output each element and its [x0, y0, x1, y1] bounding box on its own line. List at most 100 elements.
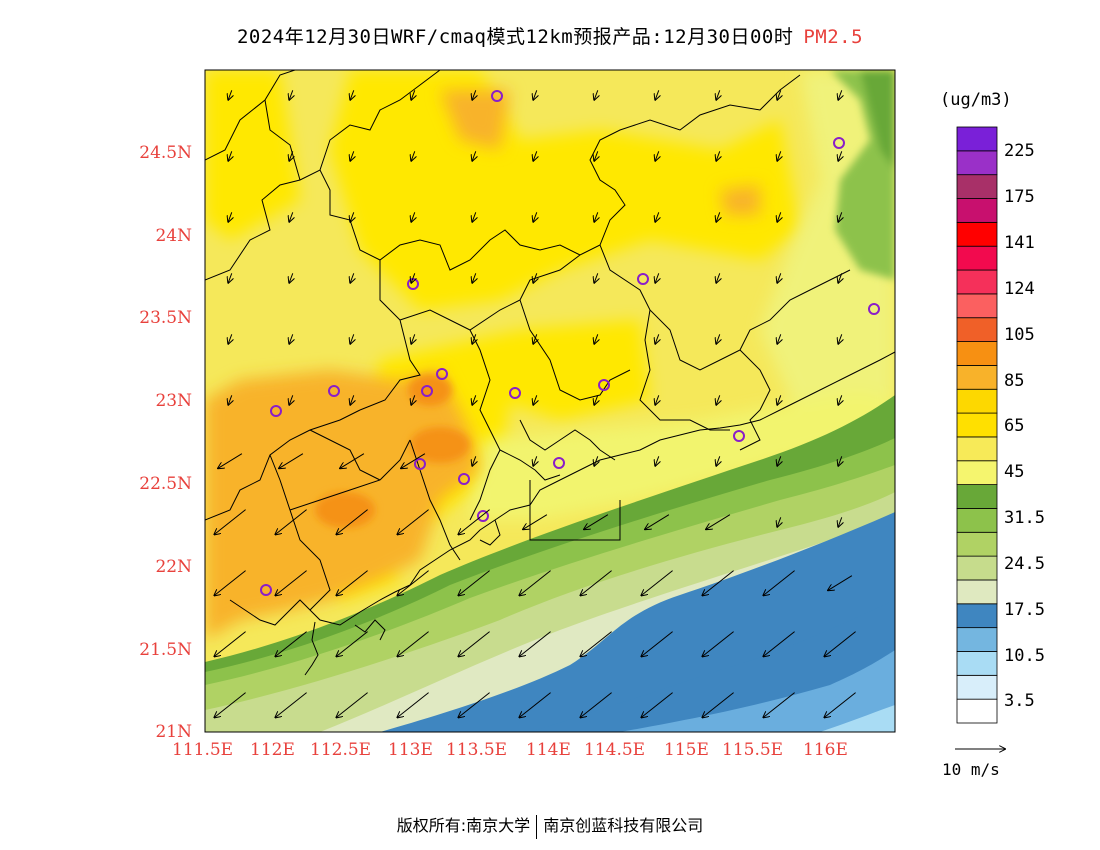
wind-vector: [777, 334, 781, 343]
wind-vector: [228, 212, 232, 221]
wind-vector: [645, 514, 670, 530]
colorbar-box: [956, 460, 998, 486]
wind-vector: [716, 273, 720, 282]
colorbar-box: [956, 174, 998, 199]
footer-copyright: 版权所有:南京大学: [396, 816, 531, 835]
wind-vector: [655, 212, 659, 221]
colorbar-box: [956, 508, 998, 533]
wind-vector: [397, 631, 429, 657]
boundary-lines: [205, 70, 895, 676]
wind-vector: [824, 631, 856, 657]
colorbar-box: [956, 412, 998, 438]
colorbar-unit: (ug/m3): [940, 90, 1012, 110]
wind-vector: [336, 692, 368, 718]
wind-vectors: [214, 90, 856, 718]
colorbar: [956, 126, 998, 724]
monitoring-site: [868, 303, 880, 315]
wind-vector: [655, 151, 659, 160]
wind-vector: [289, 212, 293, 221]
title-main: 2024年12月30日WRF/cmaq模式12km预报产品:12月30日00时: [236, 26, 794, 48]
wind-vector: [533, 212, 537, 221]
wind-vector: [350, 273, 354, 282]
monitoring-site: [328, 385, 340, 397]
wind-vector: [706, 514, 731, 530]
wind-vector: [523, 514, 548, 530]
wind-vector: [289, 273, 293, 282]
wind-vector: [777, 395, 781, 404]
wind-vector: [580, 570, 612, 596]
wind-vector: [702, 570, 734, 596]
colorbar-box: [956, 269, 998, 295]
wind-vector: [594, 273, 598, 282]
lat-tick-label: 23N: [155, 391, 192, 411]
lon-tick-label: 113E: [388, 740, 433, 760]
colorbar-label: 225: [1004, 141, 1035, 161]
lat-tick-label: 22N: [155, 557, 192, 577]
monitoring-site: [260, 584, 272, 596]
wind-vector: [533, 334, 537, 343]
lon-tick-label: 115.5E: [722, 740, 784, 760]
monitoring-site: [477, 510, 489, 522]
wind-vector: [655, 273, 659, 282]
wind-vector: [763, 631, 795, 657]
colorbar-box: [956, 221, 998, 247]
wind-vector: [716, 90, 720, 99]
colorbar-box: [956, 603, 998, 629]
wind-vector: [411, 212, 415, 221]
wind-vector: [594, 212, 598, 221]
footer-divider: [536, 814, 538, 839]
colorbar-box: [956, 198, 998, 223]
wind-vector: [214, 631, 246, 657]
colorbar-box: [956, 364, 998, 390]
wind-vector: [838, 334, 842, 343]
colorbar-box: [956, 579, 998, 605]
wind-vector: [397, 692, 429, 718]
monitoring-site: [270, 405, 282, 417]
monitoring-site: [436, 368, 448, 380]
colorbar-box: [956, 627, 998, 652]
wind-vector: [824, 692, 856, 718]
wind-vector: [777, 517, 781, 526]
wind-vector: [594, 90, 598, 99]
wind-scale-label: 10 m/s: [942, 760, 1000, 779]
title-pollutant: PM2.5: [803, 26, 864, 48]
wind-vector: [275, 631, 307, 657]
wind-vector: [472, 395, 476, 404]
wind-vector: [472, 90, 476, 99]
colorbar-box: [956, 555, 998, 581]
colorbar-box: [956, 651, 998, 676]
wind-vector: [777, 90, 781, 99]
wind-vector: [411, 151, 415, 160]
wind-vector: [641, 692, 673, 718]
wind-vector: [228, 151, 232, 160]
wind-vector: [763, 570, 795, 596]
wind-vector: [594, 334, 598, 343]
colorbar-label: 17.5: [1004, 600, 1045, 620]
wind-vector: [519, 631, 551, 657]
wind-vector: [218, 453, 243, 469]
wind-vector: [838, 151, 842, 160]
wind-vector: [655, 395, 659, 404]
colorbar-label: 31.5: [1004, 508, 1045, 528]
wind-vector: [275, 570, 307, 596]
map-title: 2024年12月30日WRF/cmaq模式12km预报产品:12月30日00时 P…: [0, 22, 1100, 49]
wind-vector: [411, 395, 415, 404]
wind-vector: [716, 395, 720, 404]
wind-vector: [641, 570, 673, 596]
wind-vector: [401, 453, 426, 469]
wind-vector: [214, 509, 246, 535]
wind-vector: [289, 395, 293, 404]
monitoring-site: [833, 137, 845, 149]
wind-vector: [594, 456, 598, 465]
wind-vector: [228, 334, 232, 343]
colorbar-box: [956, 126, 998, 152]
wind-vector: [336, 509, 368, 535]
wind-vector: [519, 692, 551, 718]
colorbar-box: [956, 293, 998, 319]
wind-vector: [350, 212, 354, 221]
footer-company: 南京创蓝科技有限公司: [543, 816, 704, 835]
wind-vector: [472, 212, 476, 221]
wind-vector: [458, 509, 490, 535]
colorbar-label: 3.5: [1004, 691, 1035, 711]
wind-vector: [289, 334, 293, 343]
